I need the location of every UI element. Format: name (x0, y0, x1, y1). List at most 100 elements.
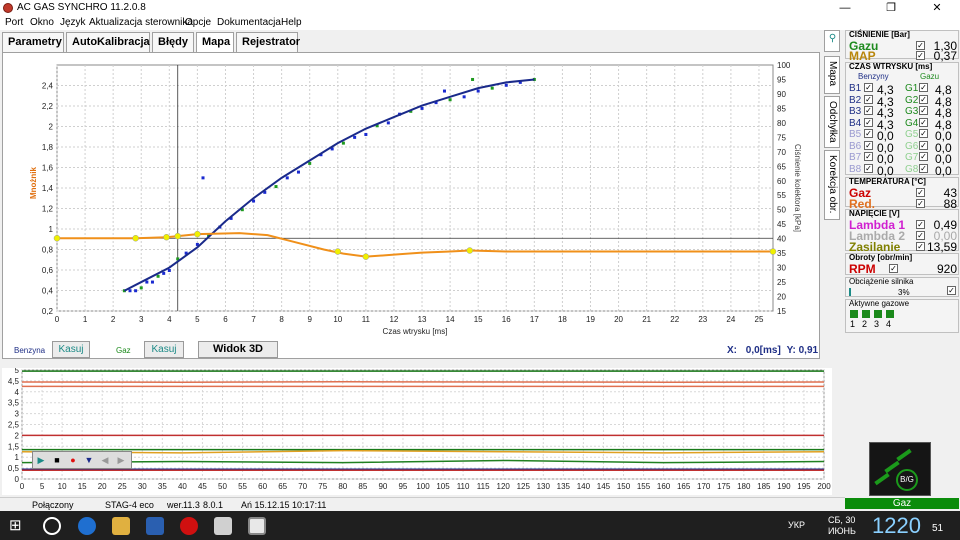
x-tick-label: 195 (797, 482, 811, 491)
injector-b-label: B8 (849, 163, 862, 175)
map-checkbox[interactable]: ✓ (916, 51, 925, 60)
y2-tick-label: 70 (777, 148, 786, 157)
injector-b-checkbox[interactable]: ✓ (864, 117, 873, 127)
play-icon[interactable]: ▶ (37, 455, 45, 465)
injector-b-checkbox[interactable]: ✓ (864, 152, 873, 161)
rpm-checkbox[interactable]: ✓ (889, 264, 898, 273)
menu-dokumentacja[interactable]: Dokumentacja (217, 17, 281, 28)
tab-parametry[interactable]: Parametry (2, 32, 64, 52)
window-title: AC GAS SYNCHRO 11.2.0.8 (17, 2, 146, 13)
edge-icon[interactable] (78, 517, 96, 535)
injector-g-checkbox[interactable]: ✓ (919, 152, 928, 161)
y-tick-label: 1,4 (42, 184, 54, 193)
active-gas-group: Aktywne gazowe 1 2 3 4 (845, 299, 959, 333)
folder-app-icon[interactable] (214, 517, 232, 535)
gaz-kasuj-button[interactable]: Kasuj (144, 341, 184, 358)
x-tick-label: 150 (617, 482, 631, 491)
y2-tick-label: 20 (777, 293, 786, 302)
x-tick-label: 7 (251, 315, 256, 324)
search-icon[interactable] (43, 517, 61, 535)
lambda2-checkbox[interactable]: ✓ (916, 231, 925, 240)
tab-rejestrator[interactable]: Rejestrator (236, 32, 300, 52)
injector-g-checkbox[interactable]: ✓ (919, 129, 928, 138)
injector-b-checkbox[interactable]: ✓ (864, 163, 873, 173)
rpm-group: Obroty [obr/min] RPM ✓ 920 (845, 253, 959, 276)
explorer-icon[interactable] (112, 517, 130, 535)
windows-start-icon[interactable]: ⊞ (9, 517, 22, 534)
opera-icon[interactable] (180, 517, 198, 535)
side-tab-mapa[interactable]: Mapa (824, 56, 840, 94)
zasilanie-value: 13,59 (926, 240, 957, 254)
scatter-point (518, 80, 522, 84)
menu-okno[interactable]: Okno (30, 17, 54, 28)
map-chart[interactable]: 0 1 2 3 4 5 6 7 8 9 10 11 12 13 14 15 16 17 18 19 20 21 22 23 24… (3, 53, 819, 338)
x-tick-label: 80 (338, 482, 347, 491)
scatter-point (274, 185, 278, 189)
menu-jezyk[interactable]: Język (60, 17, 86, 28)
injector-g-label: G4 (905, 117, 919, 129)
temp-red-checkbox[interactable]: ✓ (916, 199, 925, 208)
side-tab-odchylka[interactable]: Odchyłka (824, 96, 840, 148)
store-icon[interactable] (146, 517, 164, 535)
bg-switch-logo[interactable]: B/G (869, 442, 931, 496)
injector-b-checkbox[interactable]: ✓ (864, 140, 873, 150)
x-tick-label: 4 (167, 315, 172, 324)
stop-icon[interactable]: ■ (54, 455, 60, 465)
y-tick-label: 2,5 (8, 421, 20, 430)
temp-gaz-checkbox[interactable]: ✓ (916, 188, 925, 197)
y-tick-label: 2,2 (42, 102, 54, 111)
menu-help[interactable]: Help (281, 17, 302, 28)
injector-b-checkbox[interactable]: ✓ (864, 129, 873, 138)
injector-b-checkbox[interactable]: ✓ (864, 83, 873, 92)
injector-g-checkbox[interactable]: ✓ (919, 94, 928, 104)
menu-aktualizacja[interactable]: Aktualizacja sterownika (89, 17, 193, 28)
injector-g-checkbox[interactable]: ✓ (919, 83, 928, 92)
lambda1-checkbox[interactable]: ✓ (916, 220, 925, 229)
x-tick-label: 19 (586, 315, 595, 324)
y2-tick-label: 55 (777, 191, 786, 200)
next-icon[interactable]: ▶ (117, 455, 125, 465)
temp-gaz-row: Gaz ✓ 43 (849, 186, 957, 200)
prev-icon[interactable]: ◀ (101, 455, 109, 465)
y-tick-label: 2,4 (42, 82, 54, 91)
scatter-point (176, 257, 180, 261)
x-axis-label: Czas wtrysku [ms] (383, 327, 448, 336)
close-button[interactable]: ✕ (932, 2, 942, 14)
playback-controls: ▶ ■ ● ▼ ◀ ▶ (32, 451, 132, 469)
menu-port[interactable]: Port (5, 17, 24, 28)
tray-time[interactable]: 1220 (872, 513, 921, 538)
gas-mode-indicator[interactable]: Gaz (845, 498, 959, 509)
gazu-checkbox[interactable]: ✓ (916, 41, 925, 50)
gaz-label: Gaz (116, 346, 131, 355)
plug-icon[interactable]: ⚲ (824, 30, 840, 52)
tab-bledy[interactable]: Błędy (152, 32, 194, 52)
scatter-point (442, 89, 446, 93)
menu-opcje[interactable]: Opcje (185, 17, 212, 28)
save-icon[interactable]: ▼ (84, 455, 94, 465)
keyboard-language[interactable]: УКР (788, 520, 805, 530)
y2-tick-label: 60 (777, 177, 786, 186)
injector-g-checkbox[interactable]: ✓ (919, 117, 928, 127)
injector-4: 4 (886, 310, 894, 330)
injector-b-checkbox[interactable]: ✓ (864, 94, 873, 104)
injector-g-checkbox[interactable]: ✓ (919, 140, 928, 150)
zasilanie-label: Zasilanie (849, 240, 901, 254)
tray-seconds: 51 (932, 523, 944, 534)
injector-g-checkbox[interactable]: ✓ (919, 163, 928, 173)
load-checkbox[interactable]: ✓ (947, 286, 956, 295)
zasilanie-checkbox[interactable]: ✓ (916, 242, 925, 251)
x-tick-label: 35 (158, 482, 167, 491)
injector-b-checkbox[interactable]: ✓ (864, 106, 873, 115)
record-icon[interactable]: ● (70, 455, 76, 465)
tab-autokalibracja[interactable]: AutoKalibracja (66, 32, 150, 52)
scatter-point (128, 289, 132, 293)
ac-gas-taskbar-icon[interactable] (248, 517, 266, 535)
widok-3d-button[interactable]: Widok 3D (198, 341, 278, 358)
multiplier-marker (334, 248, 342, 255)
restore-button[interactable]: ❐ (886, 2, 896, 14)
injector-g-checkbox[interactable]: ✓ (919, 106, 928, 115)
benzyna-kasuj-button[interactable]: Kasuj (52, 341, 90, 358)
side-tab-korekcja[interactable]: Korekcja obr. (824, 150, 840, 220)
minimize-button[interactable]: — (839, 2, 851, 14)
tab-mapa[interactable]: Mapa (196, 32, 234, 53)
